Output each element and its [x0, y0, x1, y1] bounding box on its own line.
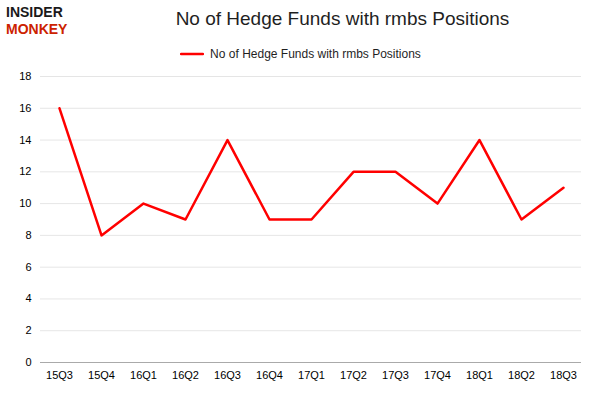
svg-text:10: 10 [19, 197, 31, 209]
svg-text:16Q1: 16Q1 [130, 369, 157, 381]
svg-text:16Q4: 16Q4 [256, 369, 283, 381]
html-text:No of Hedge Funds with rmbs Po: No of Hedge Funds with rmbs Positions [175, 8, 510, 29]
svg-text:15Q3: 15Q3 [46, 369, 73, 381]
html-text:INSIDER: INSIDER [6, 4, 63, 20]
svg-text:2: 2 [25, 324, 31, 336]
svg-text:8: 8 [25, 229, 31, 241]
svg-text:18Q3: 18Q3 [550, 369, 577, 381]
svg-text:17Q3: 17Q3 [382, 369, 409, 381]
svg-text:17Q1: 17Q1 [298, 369, 325, 381]
svg-text:17Q4: 17Q4 [424, 369, 451, 381]
svg-text:0: 0 [25, 356, 31, 368]
svg-text:16Q3: 16Q3 [214, 369, 241, 381]
svg-text:18Q2: 18Q2 [508, 369, 535, 381]
html-text:MONKEY: MONKEY [6, 21, 68, 37]
svg-text:4: 4 [25, 292, 31, 304]
svg-text:18: 18 [19, 70, 31, 82]
svg-text:18Q1: 18Q1 [466, 369, 493, 381]
svg-text:14: 14 [19, 134, 31, 146]
svg-text:15Q4: 15Q4 [88, 369, 115, 381]
html-text:No of Hedge Funds with rmbs Po: No of Hedge Funds with rmbs Positions [210, 47, 421, 61]
svg-text:12: 12 [19, 165, 31, 177]
svg-text:16Q2: 16Q2 [172, 369, 199, 381]
svg-text:6: 6 [25, 261, 31, 273]
svg-text:16: 16 [19, 102, 31, 114]
svg-text:17Q2: 17Q2 [340, 369, 367, 381]
